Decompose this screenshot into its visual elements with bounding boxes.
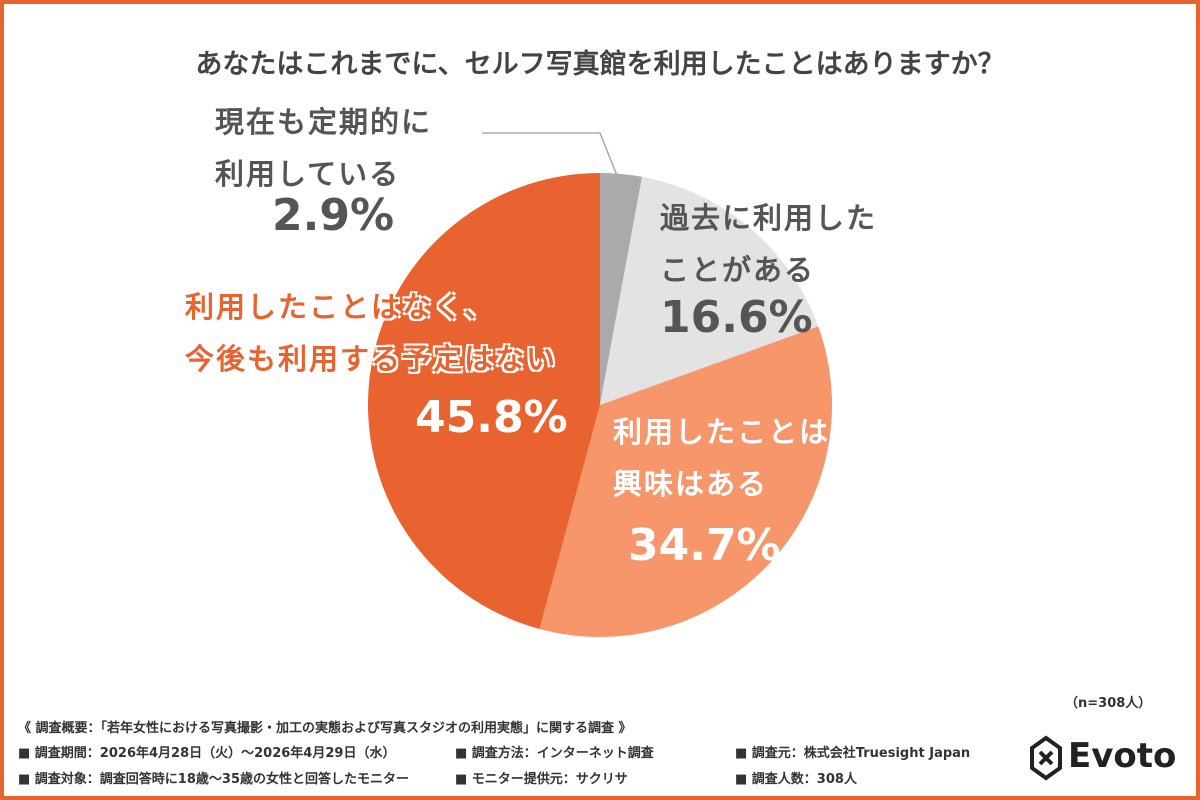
logo-icon [1030, 735, 1062, 781]
pie-slice [600, 173, 643, 405]
value-label: 16.6% [660, 292, 813, 343]
value-label: 34.7% [628, 520, 781, 571]
pie-slice [600, 176, 819, 405]
pie-slice [539, 326, 833, 637]
value-label: 45.8% [415, 392, 568, 443]
slice-label: 利用したことはなく、 今後も利用する予定はない [185, 290, 558, 376]
slice-label: 過去に利用した ことがある [660, 201, 878, 287]
value-label: 2.9% [272, 190, 395, 241]
survey-note: ■ 調査方法：インターネット調査 [455, 746, 654, 761]
survey-note: ■ 調査期間：2026年4月28日（火）〜2026年4月29日（水） [18, 746, 396, 761]
logo-text: Evoto [1068, 736, 1177, 776]
slice-label: 利用したことはないが、 興味はある [613, 415, 954, 501]
notes-heading: 《 調査概要：「若年女性における写真撮影・加工の実態および写真スタジオの利用実態… [18, 721, 632, 736]
survey-note: ■ 調査対象：調査回答時に18歳〜35歳の女性と回答したモニター [18, 772, 409, 787]
chart-title: あなたはこれまでに、セルフ写真館を利用したことはありますか？ [195, 49, 1005, 80]
survey-note: ■ モニター提供元：サクリサ [455, 772, 628, 787]
sample-note: （n=308人） [1065, 696, 1152, 711]
survey-note: ■ 調査人数：308人 [735, 772, 857, 787]
pie-slice [367, 173, 600, 629]
leader-line [482, 132, 619, 179]
survey-note: ■ 調査元：株式会社Truesight Japan [735, 746, 971, 761]
slice-label: 現在も定期的に 利用している [215, 105, 433, 191]
